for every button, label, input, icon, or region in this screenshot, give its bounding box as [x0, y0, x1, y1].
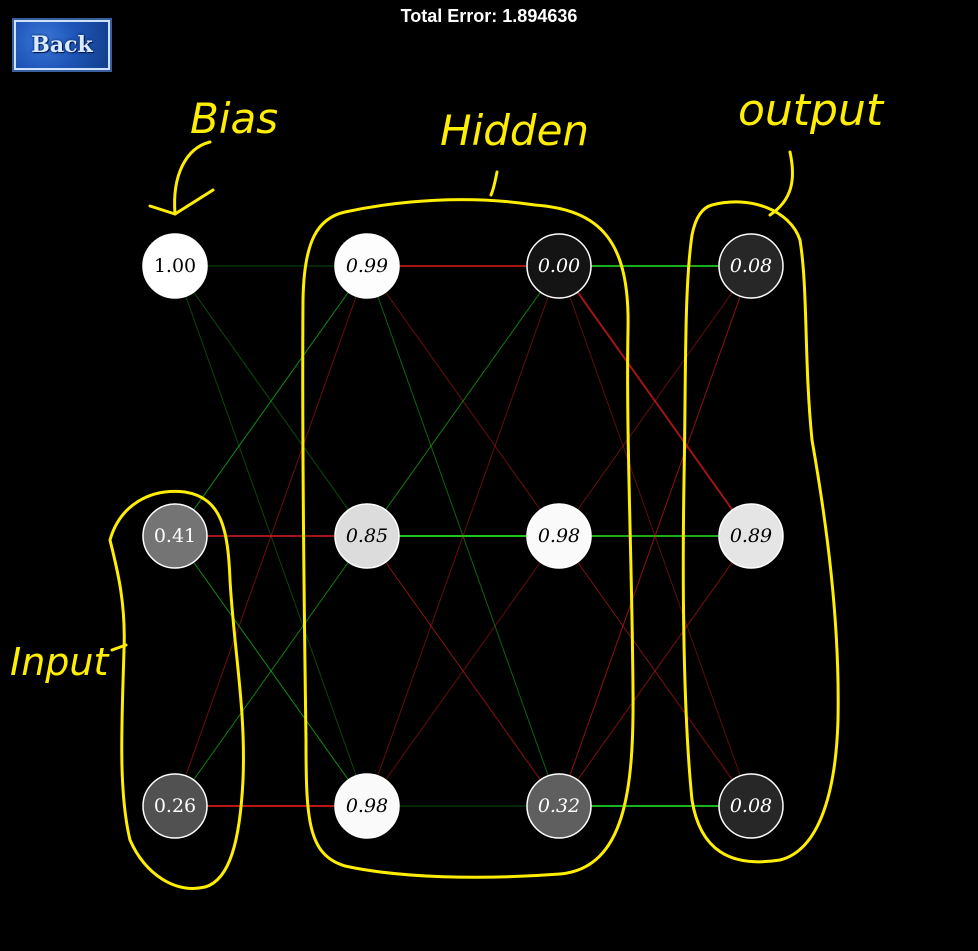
neuron-value: 0.98 [538, 525, 580, 547]
connection-line [174, 265, 368, 807]
hidden-neuron: 0.85 [334, 503, 400, 569]
hidden-neuron: 0.99 [334, 233, 400, 299]
input-neuron: 0.41 [142, 503, 208, 569]
neuron-circle [718, 503, 784, 569]
connection-line [558, 265, 752, 807]
connection-line [558, 265, 752, 537]
input-layer-outline [108, 489, 245, 890]
neuron-circle [142, 773, 208, 839]
bias-arrow [173, 140, 212, 216]
output-label: output [738, 85, 885, 136]
hidden-neuron: 0.98 [526, 503, 592, 569]
output-neuron: 0.89 [718, 503, 784, 569]
neuron-value: 0.26 [154, 795, 196, 817]
neuron-value: 0.98 [346, 795, 388, 817]
neuron-value: 0.85 [346, 525, 388, 547]
neuron-value: 1.00 [154, 255, 196, 277]
hidden-layer-outline [301, 198, 635, 879]
connection-line [558, 265, 752, 537]
input-pointer [110, 643, 128, 652]
hidden-neuron: 0.98 [334, 773, 400, 839]
total-error-title: Total Error: 1.894636 [400, 6, 578, 26]
hidden-label: Hidden [440, 106, 589, 155]
neuron-circle [334, 773, 400, 839]
hidden-pointer [489, 170, 499, 197]
annotation-strokes [108, 140, 840, 890]
input-neuron: 0.26 [142, 773, 208, 839]
neuron-value: 0.41 [154, 525, 196, 547]
neuron-circle [334, 233, 400, 299]
connection-line [174, 535, 368, 807]
connection-line [366, 535, 560, 807]
connection-line [558, 535, 752, 807]
output-neuron: 0.08 [718, 233, 784, 299]
neuron-circle [718, 773, 784, 839]
neuron-value: 0.99 [346, 255, 388, 277]
output-layer-outline [681, 200, 840, 864]
neuron-circle [526, 773, 592, 839]
connection-line [366, 535, 560, 807]
connection-lines [174, 265, 752, 807]
neuron-value: 0.08 [730, 795, 772, 817]
neuron-circle [526, 503, 592, 569]
bias-label: Bias [190, 94, 278, 143]
connection-line [366, 265, 560, 807]
neuron-value: 0.08 [730, 255, 772, 277]
neuron-value: 0.00 [538, 255, 580, 277]
hidden-neuron: 0.00 [526, 233, 592, 299]
input-neuron: 1.00 [142, 233, 208, 299]
output-pointer [768, 150, 794, 217]
connection-line [174, 265, 368, 537]
neuron-value: 0.32 [538, 795, 580, 817]
neuron-circle [334, 503, 400, 569]
connection-line [366, 265, 560, 537]
neuron-nodes: 1.00 0.41 0.26 0.99 0.85 0.98 0.00 0.98 0.32 0.08… [142, 233, 784, 839]
back-button[interactable]: Back [12, 18, 112, 72]
hidden-neuron: 0.32 [526, 773, 592, 839]
neuron-circle [718, 233, 784, 299]
neuron-circle [526, 233, 592, 299]
input-label: Input [10, 640, 110, 684]
bias-arrowhead [148, 188, 215, 216]
neuron-value: 0.89 [730, 525, 772, 547]
neuron-circle [142, 233, 208, 299]
neuron-circle [142, 503, 208, 569]
output-neuron: 0.08 [718, 773, 784, 839]
